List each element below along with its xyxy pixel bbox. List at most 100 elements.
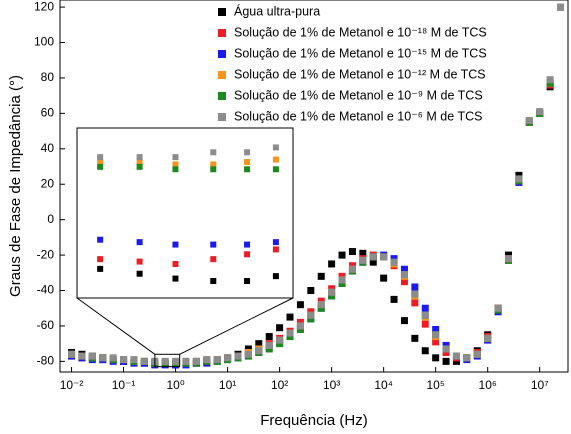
inset-frame [76,127,294,299]
data-point [546,76,554,84]
legend-marker [218,29,226,37]
data-point [265,341,273,349]
data-point [213,356,221,364]
inset-point [210,166,217,173]
inset-point [272,144,279,151]
data-point [265,333,273,341]
data-point [421,320,429,328]
data-point [504,251,512,259]
data-point [557,3,565,11]
data-point [317,272,325,280]
data-point [432,338,440,346]
data-point [390,255,398,263]
data-point [442,345,450,353]
y-tick-label: -20 [37,247,55,261]
data-point [515,175,523,183]
inset-point [210,149,217,156]
data-point [78,352,86,360]
data-point [307,287,315,295]
inset-point [136,154,143,161]
data-point [203,356,211,364]
y-tick-label: 120 [34,0,54,13]
data-point [452,357,460,365]
x-tick-label: 10¹ [219,378,236,392]
inset-point [97,256,104,263]
data-point [244,345,252,353]
x-tick-label: 10⁻² [60,378,84,392]
inset-point [244,166,251,173]
data-point [494,304,502,312]
data-point [536,108,544,116]
inset-point [210,256,217,263]
data-point [296,318,304,326]
data-point [348,262,356,270]
x-tick-label: 10⁷ [531,378,549,392]
data-point [400,265,408,273]
legend-marker [218,8,226,16]
data-point [182,357,190,365]
data-point [265,345,273,353]
x-tick-label: 10⁵ [426,378,444,392]
inset-point [97,236,104,243]
zoom-connector [76,297,156,355]
data-point [432,354,440,362]
inset-point [244,241,251,248]
data-point [421,311,429,319]
data-point [369,258,377,266]
data-point [338,279,346,287]
inset-point [272,156,279,163]
inset-point [244,149,251,156]
data-point [400,278,408,286]
data-point [432,331,440,339]
inset-point [136,163,143,170]
data-point [276,324,284,332]
data-point [276,336,284,344]
data-point [307,315,315,323]
zoom-box [154,353,181,368]
inset-point [272,239,279,246]
data-point [192,357,200,365]
x-tick-label: 10⁴ [374,378,393,392]
y-tick-label: 60 [41,106,55,120]
data-point [411,290,419,298]
legend-marker [218,71,226,79]
data-point [68,350,76,358]
data-point [317,297,325,305]
legend-label: Solução de 1% de Metanol e 10⁻¹² M de TC… [234,67,486,81]
inset-point [172,154,179,161]
data-point [328,260,336,268]
data-point [348,248,356,256]
data-point [442,357,450,365]
plot-frame [59,0,569,373]
data-point [328,292,336,300]
inset-point [172,275,179,282]
inset-point [97,154,104,161]
x-tick-label: 10³ [323,378,340,392]
data-point [328,288,336,296]
y-tick-label: -40 [37,283,55,297]
inset-point [172,161,179,168]
data-point [338,276,346,284]
data-point [296,301,304,309]
inset-point [97,159,104,165]
y-tick-label: 0 [47,212,54,226]
y-tick-label: -80 [37,354,55,368]
data-point [473,350,481,358]
data-point [369,253,377,261]
data-point [172,357,180,365]
data-point [421,347,429,355]
y-tick-label: 80 [41,70,55,84]
data-point [88,352,96,360]
data-point [224,354,232,362]
inset-point [136,270,143,277]
inset-point [272,246,279,253]
data-point [525,116,533,124]
inset-point [172,166,179,173]
inset-point [136,258,143,265]
legend-label: Solução de 1% de Metanol e 10⁻⁶ M de TCS [234,109,482,123]
inset-point [210,161,217,168]
data-point [161,357,169,365]
data-point [411,283,419,291]
data-point [234,352,242,360]
